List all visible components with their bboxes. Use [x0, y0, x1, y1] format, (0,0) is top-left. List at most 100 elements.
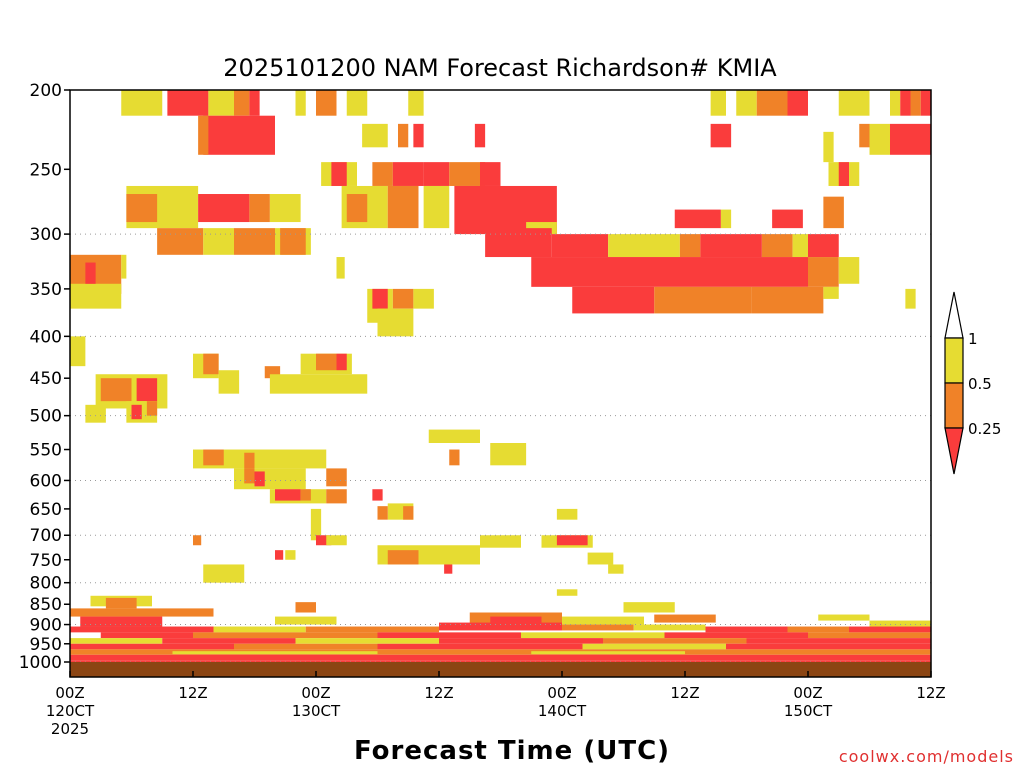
region-cell-orange	[603, 638, 747, 644]
region-cell-orange	[234, 90, 250, 116]
data-regions	[70, 90, 931, 662]
ground-band	[70, 662, 931, 677]
region-cell-red	[480, 162, 501, 186]
region-cell-orange	[761, 234, 793, 258]
region-cell-yellow	[295, 638, 439, 644]
y-tick-label: 900	[30, 616, 62, 636]
region-cell-red	[85, 262, 96, 284]
region-cell-orange	[751, 286, 824, 314]
region-cell-yellow	[710, 90, 726, 116]
region-cell-orange	[234, 643, 378, 650]
region-cell-yellow	[269, 374, 368, 394]
region-cell-yellow	[823, 131, 834, 163]
region-cell-red	[316, 535, 332, 546]
region-cell-red	[392, 162, 424, 186]
region-cell-red	[372, 489, 383, 501]
region-cell-orange	[70, 649, 931, 655]
region-cell-orange	[377, 506, 388, 520]
region-cell-orange	[326, 468, 347, 487]
region-cell-orange	[300, 489, 311, 501]
y-tick-label: 950	[30, 635, 62, 655]
legend-colorbar: 1 0.5 0.25	[944, 291, 1001, 475]
region-cell-red	[162, 638, 296, 644]
region-cell-orange	[105, 597, 137, 609]
region-cell-red	[772, 209, 803, 229]
y-tick-label: 800	[30, 574, 62, 594]
legend-label: 0.25	[968, 420, 1001, 438]
region-cell-orange	[203, 449, 224, 466]
region-cell-yellow	[336, 257, 345, 279]
y-tick-label: 600	[30, 471, 62, 491]
region-cell-yellow	[121, 90, 163, 116]
region-cell-orange	[808, 632, 931, 639]
y-tick-label: 550	[30, 441, 62, 461]
region-cell-red	[710, 123, 732, 148]
region-cell-orange	[679, 234, 701, 258]
region-cell-red	[439, 622, 562, 631]
region-cell-yellow	[736, 90, 757, 116]
region-cell-red	[70, 626, 214, 633]
region-cell-yellow	[85, 404, 106, 423]
region-cell-orange	[398, 123, 409, 148]
region-cell-orange	[316, 90, 337, 116]
region-cell-yellow	[285, 550, 296, 560]
region-cell-orange	[808, 257, 839, 287]
x-tick-label: 120CT	[46, 702, 95, 720]
region-cell-yellow	[423, 185, 450, 229]
region-cell-yellow	[792, 234, 808, 258]
region-cell-yellow	[905, 288, 916, 309]
region-cell-yellow	[720, 209, 732, 229]
y-tick-label: 300	[30, 225, 62, 245]
region-cell-red	[249, 90, 260, 116]
region-cell-red	[136, 378, 158, 402]
y-tick-label: 500	[30, 407, 62, 427]
region-cell-red	[336, 353, 347, 371]
region-cell-yellow	[480, 535, 521, 548]
region-cell-orange	[859, 123, 870, 148]
credit-text: coolwx.com/models	[839, 747, 1014, 766]
region-cell-yellow	[203, 564, 245, 583]
y-tick-label: 200	[30, 81, 62, 101]
region-cell-yellow	[818, 614, 870, 621]
region-cell-orange	[449, 449, 460, 466]
region-cell-orange	[234, 228, 275, 255]
region-cell-yellow	[70, 336, 86, 367]
region-cell-yellow	[172, 651, 378, 655]
region-cell-red	[80, 616, 163, 627]
region-cell-orange	[198, 115, 209, 155]
region-cell-orange	[449, 162, 486, 186]
region-cell-red	[838, 162, 849, 186]
region-cell-orange	[203, 353, 219, 375]
region-cell-red	[423, 162, 450, 186]
region-cell-yellow	[70, 638, 163, 644]
region-cell-yellow	[295, 90, 306, 116]
region-cell-red	[746, 638, 931, 644]
region-cell-orange	[787, 626, 849, 633]
y-tick-label: 350	[30, 280, 62, 300]
region-cell-red	[70, 660, 931, 662]
region-cell-yellow	[869, 123, 890, 155]
region-cell-yellow	[521, 632, 665, 639]
region-cell-orange	[244, 468, 255, 484]
y-tick-label: 450	[30, 369, 62, 389]
region-cell-orange	[823, 196, 844, 229]
region-cell-yellow	[362, 123, 388, 148]
region-cell-yellow	[193, 449, 327, 469]
legend-arrow-bottom	[944, 427, 964, 475]
region-cell-orange	[654, 286, 752, 314]
region-cell-yellow	[623, 602, 675, 613]
region-cell-red	[131, 404, 142, 420]
x-tick-label: 12Z	[670, 684, 699, 702]
region-cell-orange	[387, 550, 419, 565]
region-cell-red	[556, 535, 588, 546]
region-cell-orange	[562, 624, 634, 631]
y-axis: 200 250 300 350 400 450 500 550 600 650 700 750 8008…	[19, 81, 70, 673]
region-cell-red	[474, 123, 486, 148]
region-cell-yellow	[326, 535, 347, 546]
x-tick-label: 00Z	[55, 684, 84, 702]
region-cell-red	[439, 638, 603, 644]
legend-label: 1	[968, 330, 978, 348]
x-tick-label: 12Z	[916, 684, 945, 702]
plot-frame	[69, 89, 932, 678]
